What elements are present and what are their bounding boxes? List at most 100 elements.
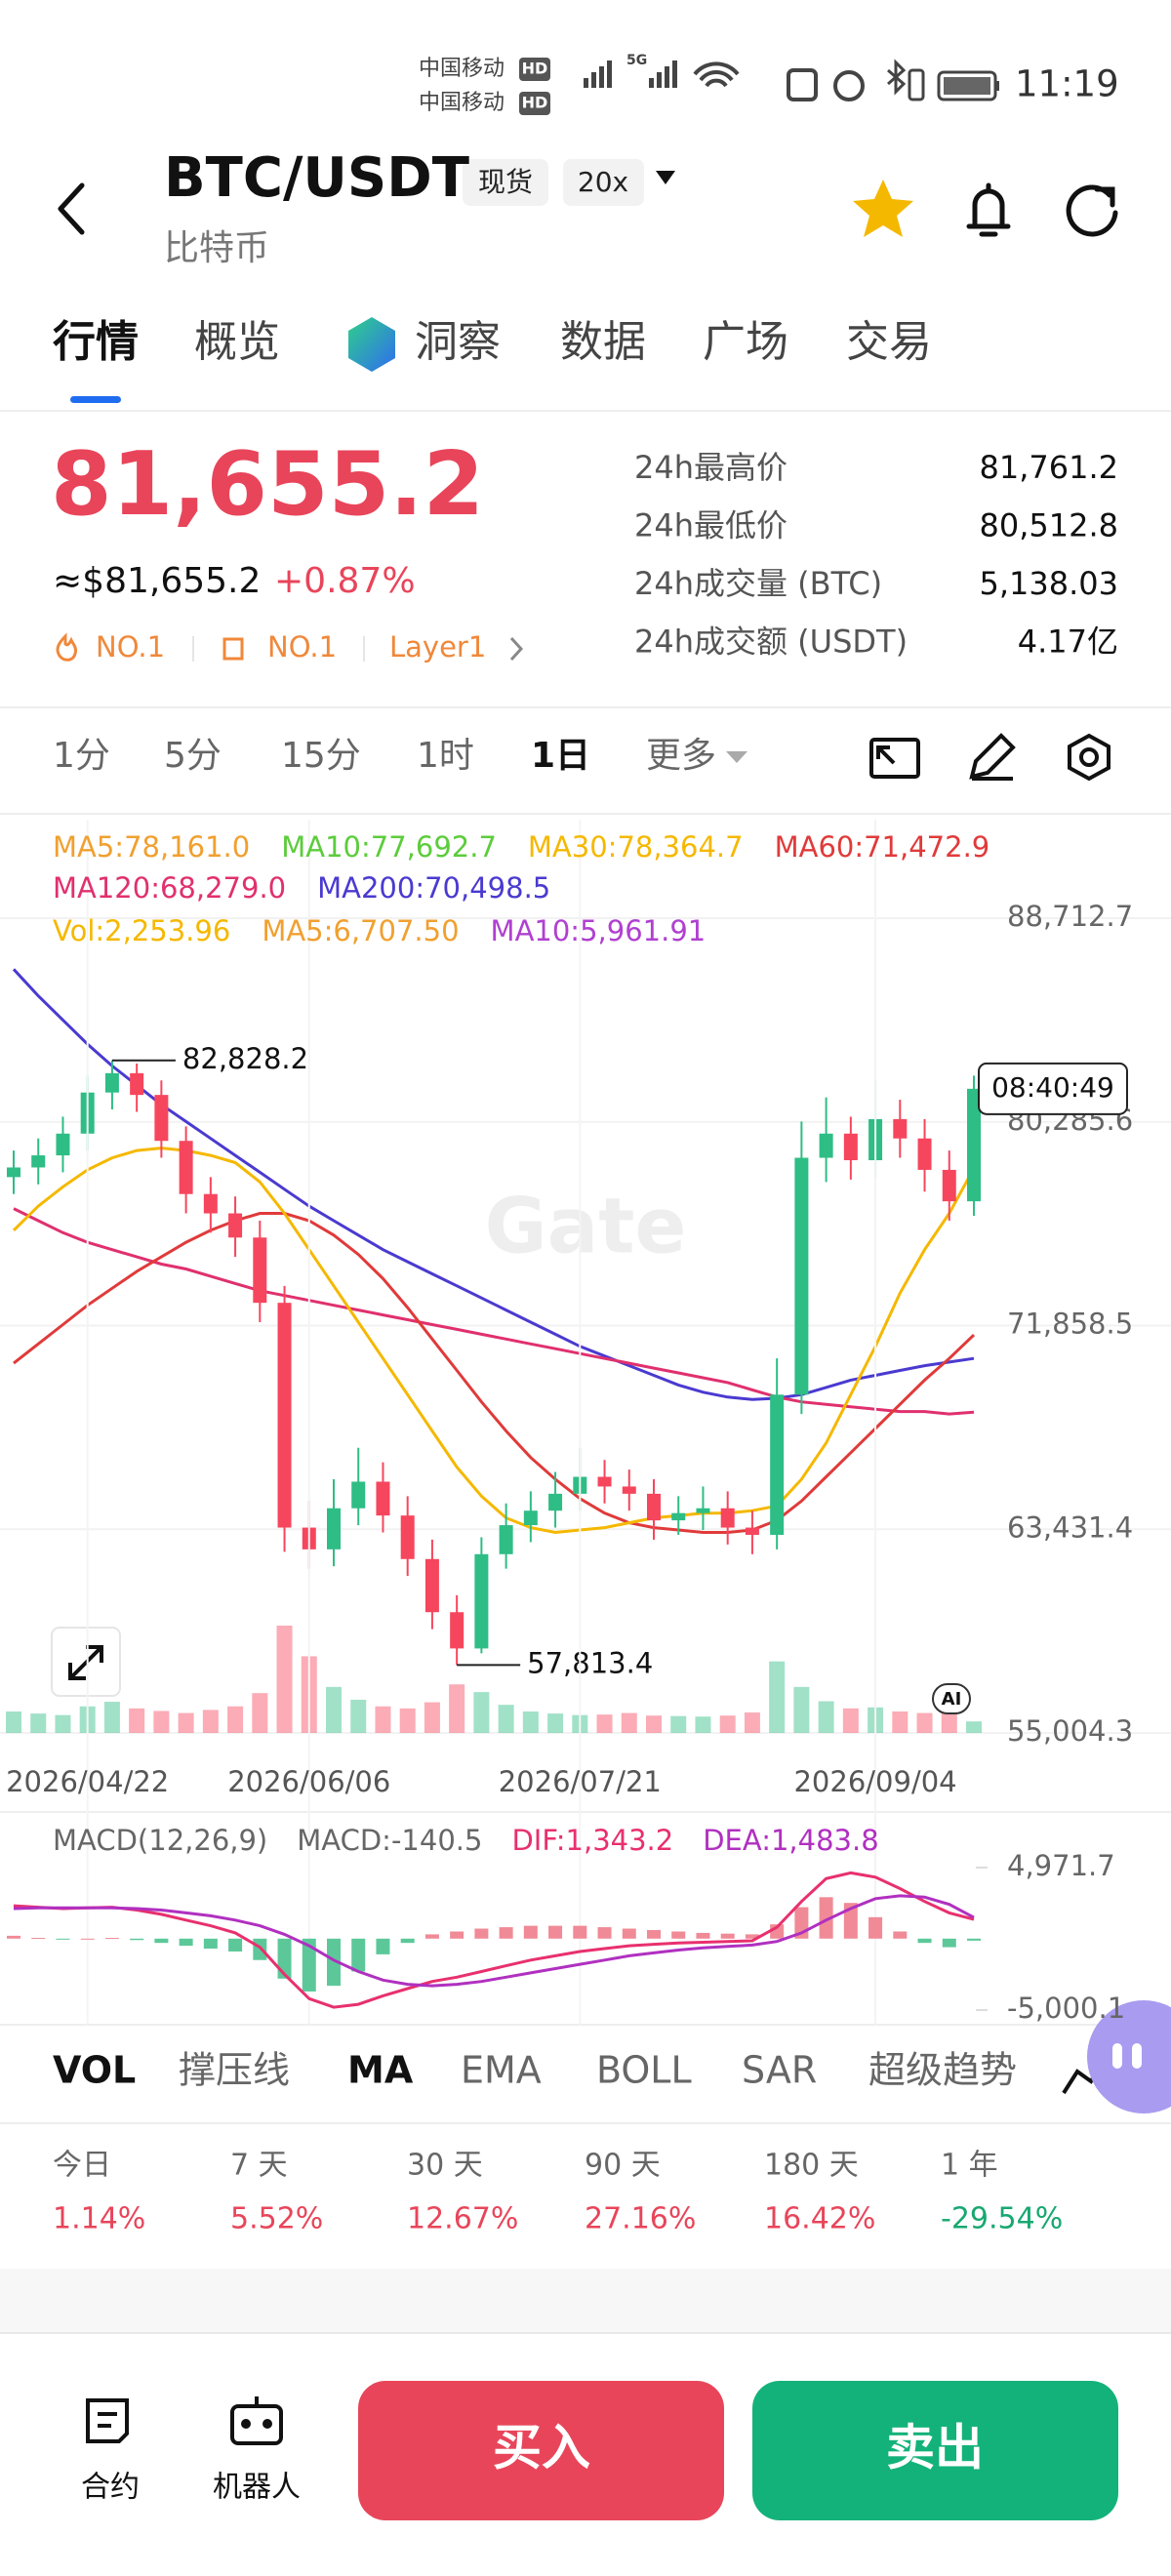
interval[interactable]: 1日 <box>531 736 590 776</box>
indicator-tab[interactable]: MA <box>347 2049 414 2092</box>
back-button[interactable] <box>58 182 85 235</box>
macd-bar <box>819 1897 833 1939</box>
macd-bar <box>720 1933 735 1939</box>
macd-bar <box>302 1938 316 1992</box>
macd-bar <box>696 1932 710 1939</box>
period-value: 27.16% <box>585 2202 696 2236</box>
robot-label[interactable]: 机器人 <box>213 2471 301 2505</box>
macd-bar <box>351 1938 366 1972</box>
volume-bar <box>202 1710 219 1733</box>
pair-title: BTC/USDT <box>164 146 469 210</box>
volume-bar <box>818 1701 834 1733</box>
last-price: 81,655.2 <box>51 433 484 536</box>
macd-bar <box>474 1928 489 1939</box>
candle-body <box>597 1476 612 1487</box>
volume-bar <box>966 1721 982 1733</box>
interval[interactable]: 15分 <box>281 736 361 776</box>
share-button[interactable] <box>1066 184 1118 237</box>
indicator-tab[interactable]: 超级趋势 <box>868 2049 1017 2092</box>
volume-bar <box>842 1708 859 1733</box>
expand-button[interactable] <box>51 1627 121 1697</box>
macd-bar <box>179 1938 193 1947</box>
period-value: 1.14% <box>53 2202 145 2236</box>
sell-button[interactable] <box>752 2381 1118 2520</box>
candle-body <box>548 1493 563 1511</box>
volume-bar <box>473 1692 490 1733</box>
candle-body <box>696 1508 710 1513</box>
legend-entry: MA5:78,161.0 <box>53 830 250 864</box>
dropdown-arrow[interactable] <box>656 171 675 184</box>
interval[interactable]: 更多 <box>646 736 716 776</box>
stat-value: 4.17亿 <box>1018 624 1118 661</box>
macd-bar <box>31 1938 46 1940</box>
indicator-tab[interactable]: 撑压线 <box>179 2049 290 2092</box>
macd-bar <box>424 1934 439 1939</box>
status-icons <box>584 59 999 101</box>
volume-bar <box>892 1711 909 1733</box>
buy-button[interactable] <box>358 2381 724 2520</box>
interval[interactable]: 5分 <box>164 736 222 776</box>
macd-bar <box>228 1938 243 1952</box>
macd-bar <box>203 1938 218 1950</box>
x-tick-label: 2026/04/22 <box>6 1765 169 1798</box>
tab[interactable]: 数据 <box>560 317 646 367</box>
assistant-bubble[interactable] <box>1087 2000 1171 2113</box>
rank-tag[interactable]: Layer1 <box>389 630 486 664</box>
chart-tools[interactable] <box>869 733 1110 782</box>
macd-bar <box>942 1938 956 1948</box>
period-value: 16.42% <box>764 2202 875 2236</box>
y-tick-label: 88,712.7 <box>1007 900 1133 933</box>
carrier: 中国移动 <box>419 57 505 81</box>
tab[interactable]: 行情 <box>53 317 139 367</box>
volume-bar <box>350 1699 367 1733</box>
indicator-tab[interactable]: VOL <box>53 2049 136 2092</box>
volume-bar <box>719 1715 736 1733</box>
dea-line <box>13 1894 975 1988</box>
buy-label[interactable]: 买入 <box>493 2420 590 2476</box>
more-arrow[interactable] <box>726 751 747 763</box>
macd-bar <box>893 1931 908 1939</box>
x-tick-label: 2026/07/21 <box>499 1765 662 1798</box>
interval[interactable]: 1分 <box>53 736 110 776</box>
candle-body <box>351 1481 366 1509</box>
market-badge: 现货 <box>478 166 533 198</box>
contract-label[interactable]: 合约 <box>81 2471 140 2505</box>
tab[interactable]: 洞察 <box>415 317 501 367</box>
tab[interactable]: 概览 <box>194 317 280 367</box>
favorite-star[interactable] <box>853 180 913 237</box>
candle-body <box>253 1237 267 1304</box>
period-label: 90 天 <box>585 2149 661 2183</box>
candle-body <box>942 1169 956 1202</box>
rank-tag[interactable]: NO.1 <box>96 630 165 664</box>
candle-body <box>720 1508 735 1528</box>
tab[interactable]: 广场 <box>703 317 788 367</box>
hd-badge <box>519 92 550 115</box>
indicator-tab[interactable]: SAR <box>742 2049 817 2092</box>
indicator-tab[interactable]: EMA <box>461 2049 542 2092</box>
macd-bar <box>7 1935 20 1939</box>
clock: 11:19 <box>1015 63 1119 105</box>
price-change: +0.87% <box>274 561 416 601</box>
chevron[interactable] <box>509 636 524 662</box>
interval[interactable]: 1时 <box>417 736 474 776</box>
section-gap <box>0 2269 1171 2333</box>
robot-icon[interactable] <box>230 2396 283 2445</box>
sell-label[interactable]: 卖出 <box>886 2420 984 2476</box>
alert-bell[interactable] <box>966 182 1011 237</box>
y-tick-label: 55,004.3 <box>1007 1714 1133 1748</box>
rank-tag[interactable]: NO.1 <box>267 630 337 664</box>
tab-indicator <box>70 396 121 403</box>
volume-bar <box>55 1714 71 1733</box>
ma-line <box>12 968 975 1401</box>
tab[interactable]: 交易 <box>846 317 932 367</box>
period-label: 30 天 <box>407 2149 483 2183</box>
contract-icon[interactable] <box>86 2398 129 2443</box>
ai-badge-bg <box>932 1683 971 1714</box>
ma-line <box>13 1212 976 1534</box>
candle-body <box>424 1558 439 1613</box>
volume-bar <box>375 1706 391 1733</box>
indicator-tab[interactable]: BOLL <box>596 2049 692 2092</box>
candle-body <box>56 1133 70 1156</box>
volume-bar <box>695 1716 711 1733</box>
